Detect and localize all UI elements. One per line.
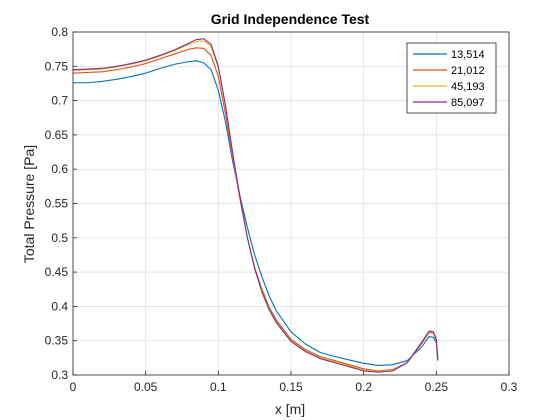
series-line-85097 bbox=[72, 38, 439, 373]
x-tick-label: 0.15 bbox=[279, 380, 303, 394]
legend-label: 13,514 bbox=[451, 49, 485, 61]
legend-label: 21,012 bbox=[451, 65, 485, 77]
y-tick-label: 0.8 bbox=[51, 25, 68, 39]
x-tick-label: 0 bbox=[70, 380, 77, 394]
y-tick-label: 0.6 bbox=[51, 162, 68, 176]
y-tick-label: 0.65 bbox=[45, 128, 69, 142]
y-tick-label: 0.3 bbox=[51, 368, 68, 382]
x-tick-label: 0.1 bbox=[210, 380, 227, 394]
x-tick-label: 0.25 bbox=[425, 380, 449, 394]
y-tick-label: 0.4 bbox=[51, 299, 68, 313]
legend: 13,514 21,012 45,193 85,097 bbox=[406, 42, 497, 114]
y-tick-label: 0.35 bbox=[45, 334, 69, 348]
x-tick-label: 0.05 bbox=[134, 380, 158, 394]
legend-label: 85,097 bbox=[451, 97, 485, 109]
y-tick-label: 0.55 bbox=[45, 197, 69, 211]
x-axis-label: x [m] bbox=[275, 401, 305, 417]
series-line-13514 bbox=[72, 60, 439, 366]
y-tick-label: 0.7 bbox=[51, 94, 68, 108]
y-tick-label: 0.45 bbox=[45, 265, 69, 279]
x-tick-label: 0.3 bbox=[501, 380, 518, 394]
legend-label: 45,193 bbox=[451, 81, 485, 93]
series-group bbox=[72, 38, 439, 373]
y-axis-label: Total Pressure [Pa] bbox=[21, 145, 37, 263]
y-tick-label: 0.5 bbox=[51, 231, 68, 245]
x-tick-label: 0.2 bbox=[355, 380, 372, 394]
chart-title: Grid Independence Test bbox=[211, 11, 370, 27]
y-tick-label: 0.75 bbox=[45, 59, 69, 73]
legend-box bbox=[406, 42, 497, 114]
ticks: 0 0.05 0.1 0.15 0.2 0.25 0.3 0.3 0.35 0.4 0.45 0.5 0… bbox=[45, 25, 518, 394]
